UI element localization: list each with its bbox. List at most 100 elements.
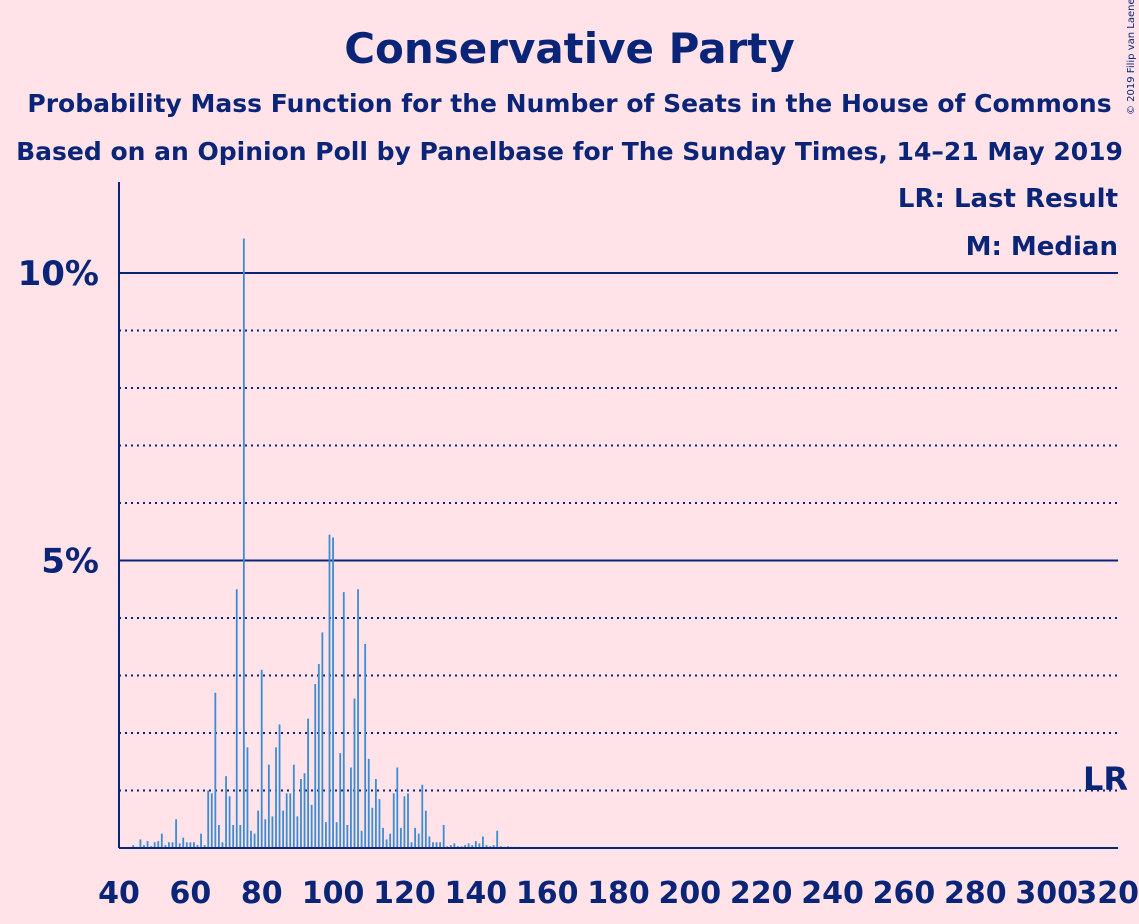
bar-seat-139: [471, 845, 474, 849]
bar-seat-76: [246, 747, 249, 849]
bar-seat-134: [453, 843, 456, 848]
x-tick-label: 40: [98, 876, 140, 911]
bar-seat-86: [282, 810, 285, 849]
bar-seat-117: [392, 793, 395, 849]
bar-seat-50: [153, 842, 156, 848]
x-tick-label: 200: [659, 876, 722, 911]
bar-seat-75: [242, 238, 245, 848]
bar-seat-80: [260, 669, 263, 848]
bar-seat-106: [353, 698, 356, 848]
x-tick-label: 280: [944, 876, 1007, 911]
x-tick-label: 80: [241, 876, 283, 911]
last-result-marker: LR: [1083, 760, 1128, 798]
bar-seat-72: [232, 825, 235, 848]
bar-seat-59: [185, 842, 188, 848]
bar-seat-113: [378, 799, 381, 849]
bar-seat-125: [421, 784, 424, 848]
bar-seat-130: [439, 842, 442, 848]
bar-seat-92: [303, 773, 306, 848]
bar-seat-78: [253, 833, 256, 849]
bar-seat-119: [399, 827, 402, 849]
bar-seat-79: [257, 810, 260, 849]
bar-seat-90: [296, 816, 299, 849]
bar-seat-67: [214, 692, 217, 848]
bar-seat-133: [449, 845, 452, 849]
x-tick-label: 160: [516, 876, 579, 911]
bar-seat-94: [310, 804, 313, 849]
bar-seat-51: [157, 841, 160, 848]
bar-seat-105: [350, 767, 352, 848]
x-tick-label: 320: [1076, 876, 1139, 911]
bar-seat-58: [182, 837, 185, 848]
x-tick-label: 220: [730, 876, 793, 911]
bar-seat-126: [424, 810, 427, 849]
bar-seat-93: [307, 718, 309, 849]
bar-seat-69: [221, 842, 224, 848]
bar-seat-128: [432, 842, 434, 848]
bar-seat-74: [239, 825, 242, 848]
bar-seat-138: [467, 843, 470, 848]
bar-seat-87: [285, 793, 288, 849]
gridlines: [119, 272, 1118, 792]
page-title: Conservative Party: [344, 24, 795, 73]
bar-seat-145: [492, 845, 495, 849]
bar-seat-89: [292, 764, 295, 849]
tick-labels: 40 60 80 100 120 140 160 180 200 220 240 260 280 3003…: [18, 254, 1139, 911]
bar-seat-137: [464, 845, 466, 849]
bar-seat-104: [346, 825, 349, 848]
x-tick-label: 100: [302, 876, 365, 911]
bar-seat-63: [200, 833, 202, 849]
bar-seat-121: [407, 793, 409, 849]
bar-seat-82: [267, 764, 270, 849]
bar-seat-56: [175, 819, 177, 848]
x-tick-label: 240: [801, 876, 864, 911]
bar-seat-55: [171, 842, 174, 848]
bar-seat-127: [428, 836, 431, 848]
bar-seat-103: [342, 592, 345, 849]
y-tick-label: 5%: [41, 542, 99, 582]
bar-seat-83: [271, 816, 274, 849]
bar-seat-61: [193, 842, 195, 848]
x-tick-label: 260: [873, 876, 936, 911]
bar-seat-47: [143, 845, 145, 849]
bar-seat-114: [382, 827, 384, 849]
bar-seat-111: [371, 807, 374, 848]
bar-seat-146: [496, 830, 499, 848]
bar-seat-97: [321, 632, 324, 849]
x-tick-label: 120: [373, 876, 436, 911]
bar-seat-91: [300, 779, 302, 848]
bar-seat-62: [196, 845, 199, 849]
bar-seat-73: [235, 589, 238, 848]
bar-seat-85: [278, 724, 281, 849]
bar-seat-110: [367, 758, 370, 849]
chart-subtitle: Probability Mass Function for the Number…: [27, 89, 1112, 118]
bar-seat-143: [485, 845, 488, 849]
bar-seat-77: [250, 830, 252, 848]
bar-seat-123: [414, 827, 417, 849]
bar-seat-102: [339, 753, 342, 849]
bar-seat-57: [178, 843, 181, 848]
bar-seat-60: [189, 842, 192, 848]
bar-seat-107: [357, 589, 359, 848]
bar-seat-124: [417, 833, 420, 849]
bar-seat-120: [403, 796, 406, 848]
bar-seat-95: [314, 684, 317, 849]
bar-seat-71: [228, 796, 231, 848]
bar-seat-81: [264, 819, 267, 848]
bar-seat-52: [160, 833, 163, 849]
bars: [132, 238, 520, 849]
bar-seat-65: [207, 790, 210, 848]
bar-seat-46: [139, 839, 142, 849]
bar-seat-122: [410, 842, 413, 848]
bar-seat-112: [374, 779, 377, 848]
bar-seat-116: [389, 833, 392, 849]
bar-seat-101: [335, 822, 338, 849]
bar-seat-115: [385, 839, 388, 849]
bar-seat-108: [360, 830, 363, 848]
chart-source: Based on an Opinion Poll by Panelbase fo…: [16, 137, 1123, 166]
bar-seat-88: [289, 793, 292, 849]
x-tick-label: 180: [587, 876, 650, 911]
bar-seat-53: [164, 845, 167, 849]
bar-seat-100: [332, 537, 334, 848]
